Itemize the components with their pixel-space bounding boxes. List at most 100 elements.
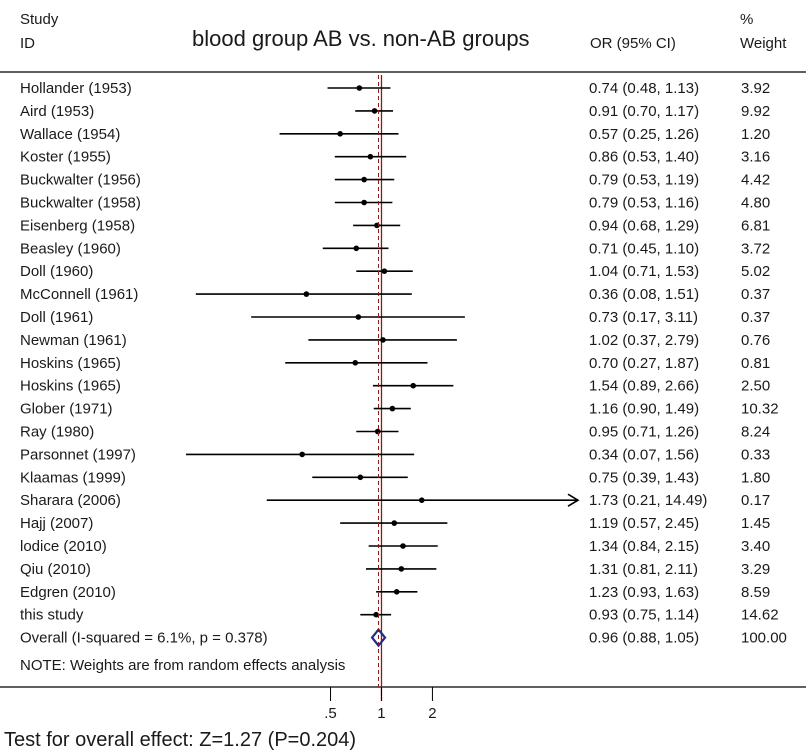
study-ci-text: 1.16 (0.90, 1.49)	[589, 401, 699, 418]
point-estimate	[373, 611, 379, 618]
overall-label: Overall (I-squared = 6.1%, p = 0.378)	[20, 630, 268, 647]
point-estimate	[367, 153, 374, 160]
overall-diamond	[370, 627, 387, 648]
study-header-line1: Study	[20, 11, 59, 28]
study-weight: 3.40	[741, 538, 770, 555]
study-label: McConnell (1961)	[20, 286, 138, 303]
point-estimate	[337, 131, 343, 137]
chart-title: blood group AB vs. non-AB groups	[192, 26, 530, 51]
study-weight: 3.29	[741, 561, 770, 578]
study-ci-text: 1.04 (0.71, 1.53)	[589, 263, 699, 280]
study-ci-text: 1.34 (0.84, 2.15)	[589, 538, 699, 555]
study-ci-text: 0.93 (0.75, 1.14)	[589, 607, 699, 624]
study-ci-text: 1.19 (0.57, 2.45)	[589, 515, 699, 532]
study-label: Eisenberg (1958)	[20, 217, 135, 234]
study-ci-text: 0.94 (0.68, 1.29)	[589, 217, 699, 234]
point-estimate	[356, 85, 363, 91]
study-ci-text: 0.70 (0.27, 1.87)	[589, 355, 699, 372]
study-weight: 4.42	[741, 172, 770, 189]
point-estimate	[380, 337, 386, 343]
study-label: Sharara (2006)	[20, 492, 121, 509]
point-estimate	[355, 314, 362, 320]
x-tick-label: .5	[324, 705, 337, 722]
point-estimate	[357, 474, 364, 481]
point-estimate	[400, 543, 406, 549]
study-ci-text: 1.02 (0.37, 2.79)	[589, 332, 699, 349]
study-label: Glober (1971)	[20, 401, 113, 418]
study-weight: 2.50	[741, 378, 770, 395]
study-ci-text: 1.73 (0.21, 14.49)	[589, 492, 707, 509]
study-label: Beasley (1960)	[20, 240, 121, 257]
point-estimate	[361, 199, 367, 206]
study-weight: 0.81	[741, 355, 770, 372]
study-ci-text: 0.91 (0.70, 1.17)	[589, 103, 699, 120]
study-weight: 0.76	[741, 332, 770, 349]
study-weight: 1.80	[741, 469, 770, 486]
point-estimate	[371, 108, 378, 114]
study-label: Newman (1961)	[20, 332, 127, 349]
point-estimate	[391, 520, 398, 526]
study-label: Klaamas (1999)	[20, 469, 126, 486]
study-label: this study	[20, 607, 84, 624]
overall-effect-test: Test for overall effect: Z=1.27 (P=0.204…	[4, 729, 356, 751]
overall-ci-text: 0.96 (0.88, 1.05)	[589, 630, 699, 647]
study-weight: 1.20	[741, 126, 770, 143]
study-ci-text: 0.36 (0.08, 1.51)	[589, 286, 699, 303]
study-weight: 9.92	[741, 103, 770, 120]
study-label: Buckwalter (1956)	[20, 172, 141, 189]
study-ci-text: 0.79 (0.53, 1.16)	[589, 195, 699, 212]
study-label: lodice (2010)	[20, 538, 107, 555]
or-header: OR (95% CI)	[590, 35, 676, 52]
study-rows: Hollander (1953) 0.74 (0.48, 1.13) 3.92 Air…	[20, 80, 787, 647]
point-estimate	[418, 497, 425, 504]
ci-arrow	[567, 493, 580, 507]
study-label: Buckwalter (1958)	[20, 195, 141, 212]
study-ci-text: 0.74 (0.48, 1.13)	[589, 80, 699, 97]
study-weight: 14.62	[741, 607, 779, 624]
plot-marks	[186, 75, 580, 701]
point-estimate	[381, 268, 388, 275]
weight-header-line1: %	[740, 11, 753, 28]
point-estimate	[389, 405, 396, 412]
weights-note: NOTE: Weights are from random effects an…	[20, 657, 345, 674]
study-weight: 3.16	[741, 149, 770, 166]
study-ci-text: 0.75 (0.39, 1.43)	[589, 469, 699, 486]
point-estimate	[361, 176, 367, 183]
weight-header-line2: Weight	[740, 35, 787, 52]
study-label: Koster (1955)	[20, 149, 111, 166]
study-label: Doll (1960)	[20, 263, 93, 280]
study-label: Doll (1961)	[20, 309, 93, 326]
study-weight: 10.32	[741, 401, 779, 418]
point-estimate	[374, 428, 381, 435]
study-label: Hoskins (1965)	[20, 378, 121, 395]
point-estimate	[410, 382, 417, 389]
study-label: Hajj (2007)	[20, 515, 93, 532]
study-weight: 0.33	[741, 446, 770, 463]
study-ci-text: 1.31 (0.81, 2.11)	[589, 561, 698, 578]
study-weight: 0.37	[741, 309, 770, 326]
study-weight: 5.02	[741, 263, 770, 280]
study-label: Edgren (2010)	[20, 584, 116, 601]
study-ci-text: 0.71 (0.45, 1.10)	[589, 240, 699, 257]
study-ci-text: 0.57 (0.25, 1.26)	[589, 126, 699, 143]
point-estimate	[393, 589, 400, 595]
overall-weight: 100.00	[741, 630, 787, 647]
study-label: Aird (1953)	[20, 103, 94, 120]
study-label: Hoskins (1965)	[20, 355, 121, 372]
study-label: Parsonnet (1997)	[20, 446, 136, 463]
study-weight: 8.59	[741, 584, 770, 601]
study-weight: 4.80	[741, 195, 770, 212]
study-weight: 6.81	[741, 217, 770, 234]
study-ci-text: 0.86 (0.53, 1.40)	[589, 149, 699, 166]
study-ci-text: 1.23 (0.93, 1.63)	[589, 584, 699, 601]
study-weight: 3.72	[741, 240, 770, 257]
study-label: Ray (1980)	[20, 424, 94, 441]
x-tick-label: 2	[428, 705, 436, 722]
study-label: Hollander (1953)	[20, 80, 132, 97]
point-estimate	[398, 566, 405, 572]
study-ci-text: 0.73 (0.17, 3.11)	[589, 309, 698, 326]
point-estimate	[352, 360, 359, 366]
study-ci-text: 1.54 (0.89, 2.66)	[589, 378, 699, 395]
study-weight: 8.24	[741, 424, 770, 441]
